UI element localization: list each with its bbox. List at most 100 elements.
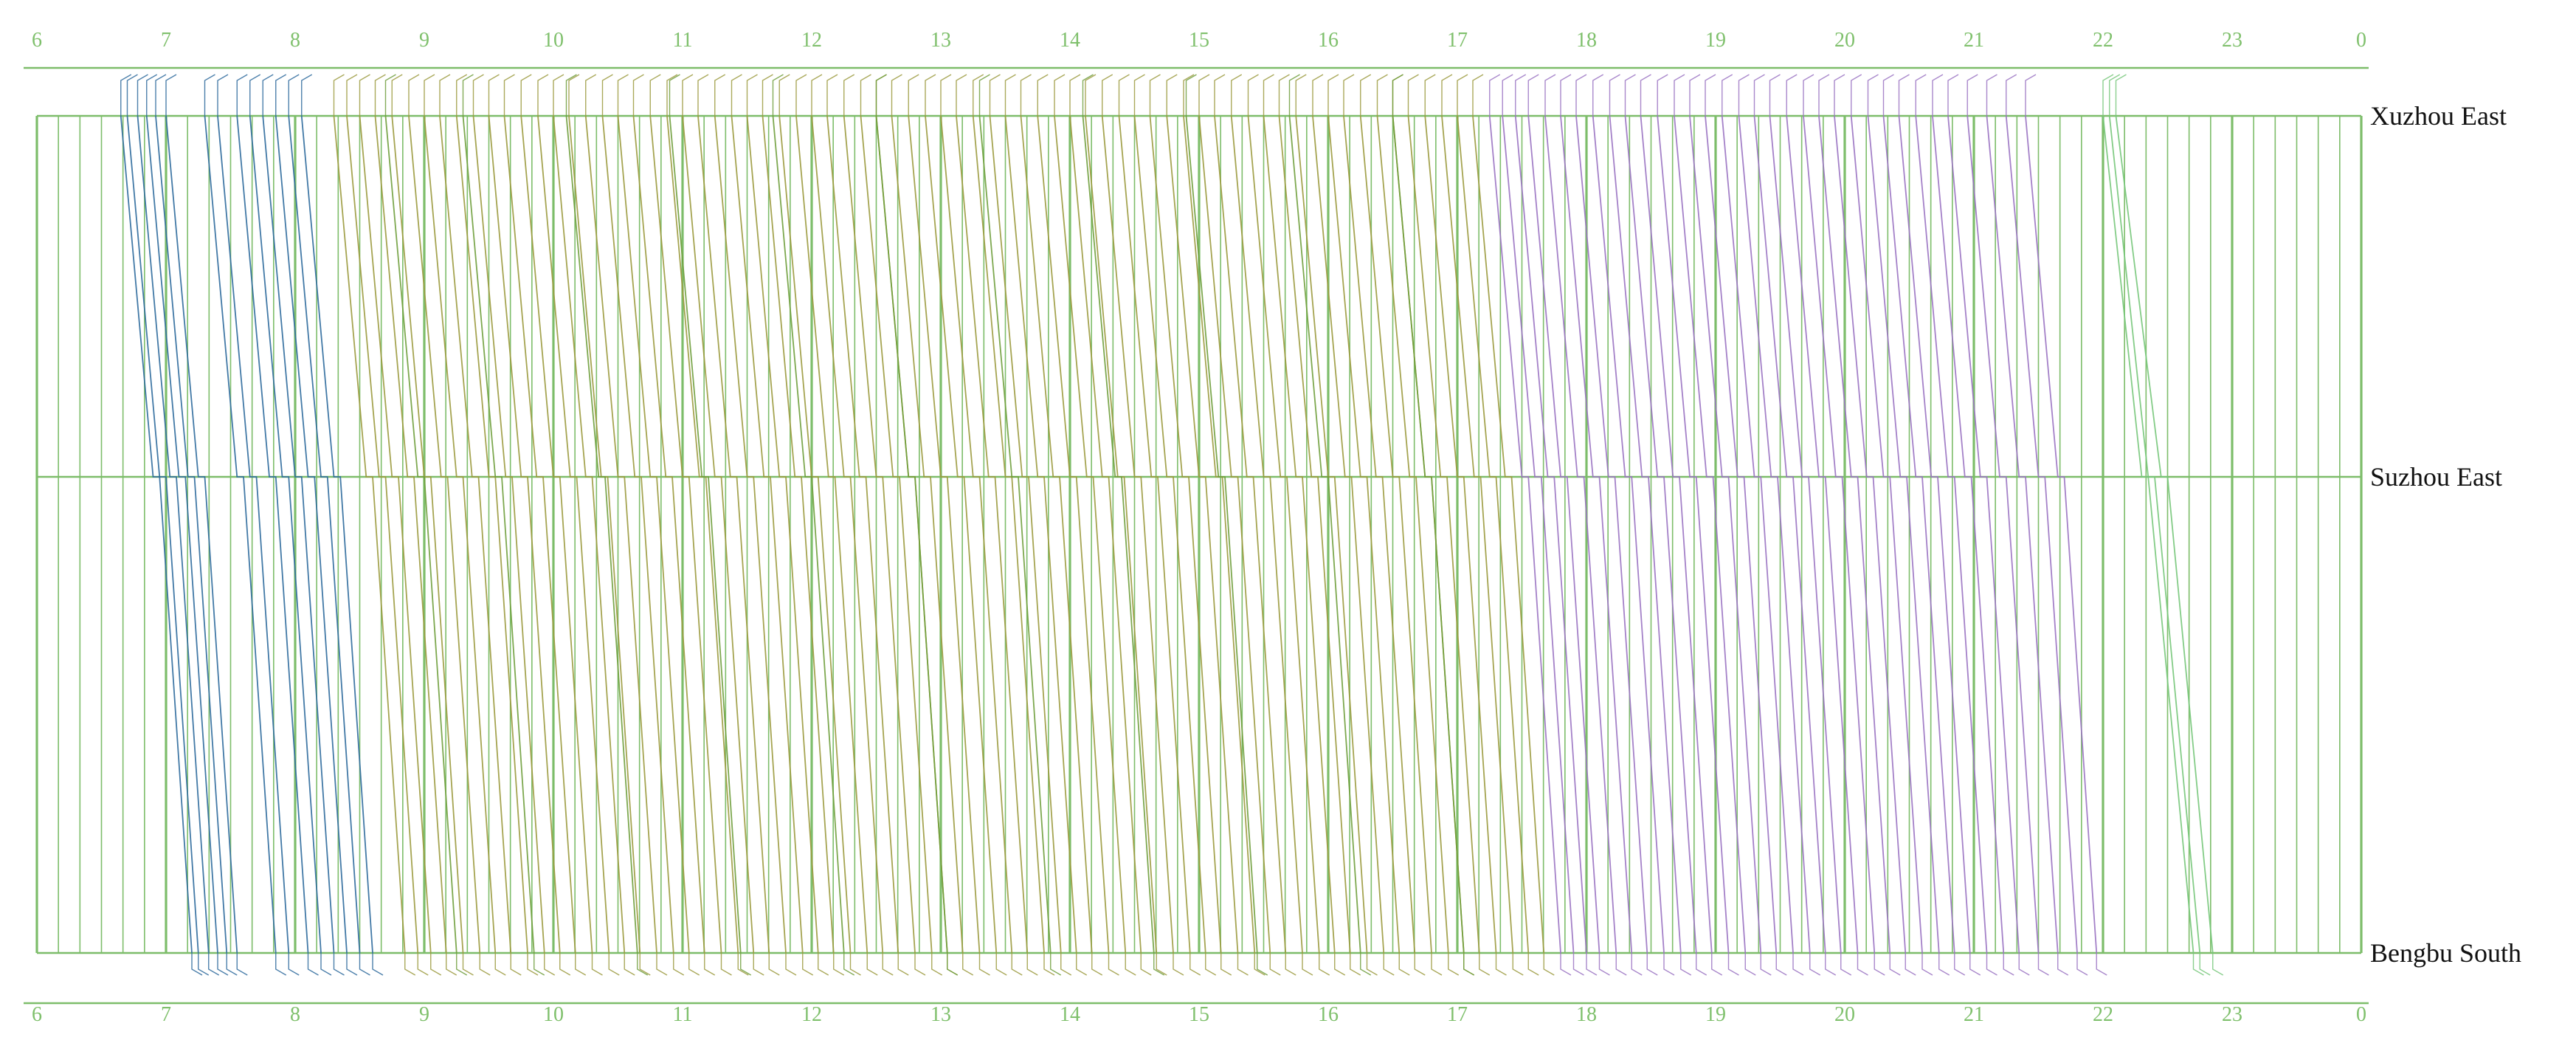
hour-tick-top: 16 (1318, 29, 1339, 52)
train-arrival-flag (962, 953, 974, 976)
train-departure-flag (746, 74, 758, 116)
hour-tick-bottom: 21 (1964, 1003, 1984, 1026)
train-path (1738, 115, 1811, 954)
train-path (1915, 115, 1988, 954)
train-departure-flag (989, 74, 1001, 116)
train-arrival-flag (510, 953, 522, 976)
train-departure-flag (1575, 74, 1587, 116)
train-arrival-flag (882, 953, 894, 976)
train-arrival-flag (275, 953, 287, 976)
train-departure-flag (1640, 74, 1651, 116)
train-path (204, 115, 277, 954)
train-path (333, 115, 406, 954)
hour-tick-top: 22 (2093, 29, 2113, 52)
train-path (2005, 115, 2078, 954)
train-departure-flag (1818, 74, 1830, 116)
train-path (989, 115, 1062, 954)
train-path (843, 115, 916, 954)
train-arrival-flag (740, 953, 752, 976)
train-departure-flag (1247, 74, 1259, 116)
train-departure-flag (601, 74, 613, 116)
train-departure-flag (669, 74, 680, 116)
train-path (1183, 115, 1256, 954)
train-arrival-flag (575, 953, 587, 976)
train-path (1101, 115, 1174, 954)
train-arrival-flag (1727, 953, 1739, 976)
train-departure-flag (1834, 74, 1845, 116)
train-departure-flag (811, 74, 823, 116)
train-arrival-flag (1350, 953, 1361, 976)
train-path (1514, 115, 1587, 954)
hour-tick-top: 14 (1060, 29, 1080, 52)
train-paths (120, 115, 2214, 954)
train-arrival-flag (2199, 953, 2211, 976)
train-arrival-flag (1011, 953, 1023, 976)
train-departure-flag (1753, 74, 1765, 116)
train-path (1392, 115, 1465, 954)
train-arrival-flag (2018, 953, 2030, 976)
train-arrival-flag (1220, 953, 1232, 976)
train-departure-flag (682, 74, 694, 116)
train-arrival-flag (1463, 953, 1475, 976)
train-arrival-flag (527, 953, 539, 976)
train-path (1966, 115, 2040, 954)
train-departure-flag (262, 74, 274, 116)
train-departure-flag (1527, 74, 1539, 116)
train-path (1407, 115, 1480, 954)
train-path (2025, 115, 2098, 954)
hour-tick-bottom: 18 (1576, 1003, 1597, 1026)
train-arrival-flag (1091, 953, 1103, 976)
train-departure-flag (1407, 74, 1419, 116)
train-arrival-flag (673, 953, 685, 976)
hour-tick-bottom: 20 (1834, 1003, 1855, 1026)
train-departure-flag (568, 74, 580, 116)
train-path (1689, 115, 1762, 954)
train-departure-flag (537, 74, 549, 116)
train-departure-flag (585, 74, 597, 116)
train-arrival-flag (1775, 953, 1787, 976)
train-departure-flag (1102, 74, 1113, 116)
train-departure-flag (456, 74, 468, 116)
train-departure-flag (275, 74, 287, 116)
hour-tick-top: 0 (2356, 29, 2366, 52)
train-arrival-flag (1543, 953, 1555, 976)
train-departure-flag (155, 74, 167, 116)
train-arrival-flag (704, 953, 716, 976)
train-arrival-flag (544, 953, 556, 976)
train-arrival-flag (1631, 953, 1643, 976)
train-path (891, 115, 964, 954)
train-arrival-flag (217, 953, 229, 976)
train-arrival-flag (1140, 953, 1152, 976)
train-departure-flag (731, 74, 742, 116)
train-arrival-flag (843, 953, 855, 976)
train-arrival-flag (833, 953, 845, 976)
train-arrival-flag (1050, 953, 1062, 976)
train-departure-flag (359, 74, 370, 116)
train-arrival-flag (559, 953, 571, 976)
train-path (1214, 115, 1287, 954)
train-path (424, 115, 497, 954)
train-arrival-flag (236, 953, 248, 976)
train-path (1004, 115, 1077, 954)
train-path (553, 115, 626, 954)
train-path (1295, 115, 1368, 954)
train-arrival-flag (1495, 953, 1507, 976)
train-departure-flag (1278, 74, 1290, 116)
train-path (1947, 115, 2020, 954)
train-arrival-flag (333, 953, 345, 976)
train-arrival-flag (1479, 953, 1491, 976)
train-departure-flag (1915, 74, 1927, 116)
train-path (1288, 115, 1361, 954)
train-arrival-flag (897, 953, 909, 976)
train-arrival-flag (1586, 953, 1598, 976)
train-path (584, 115, 657, 954)
hour-tick-top: 12 (801, 29, 822, 52)
train-arrival-flag (802, 953, 814, 976)
train-arrival-flag (914, 953, 926, 976)
train-path (669, 115, 742, 954)
station-labels: Xuzhou East Suzhou East Bengbu South (2370, 101, 2521, 968)
train-path (1834, 115, 1907, 954)
train-arrival-flag (1448, 953, 1460, 976)
train-departure-flag (1392, 74, 1403, 116)
